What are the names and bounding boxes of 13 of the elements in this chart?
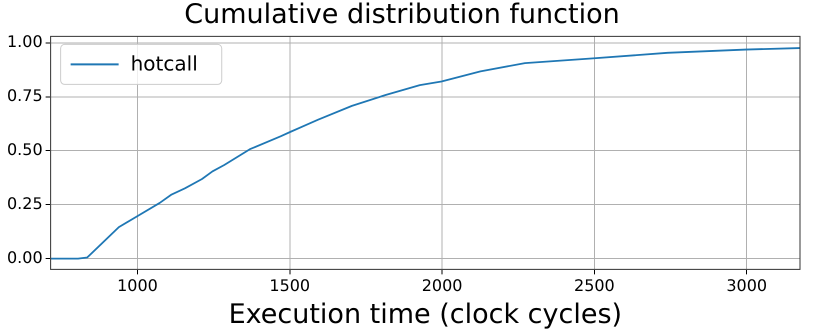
x-tick-label: 1000: [117, 276, 158, 296]
y-tick-label: 0.75: [7, 86, 43, 105]
chart-title: Cumulative distribution function: [184, 0, 620, 30]
y-tick-label: 0.50: [7, 140, 43, 159]
legend-label: hotcall: [130, 52, 198, 76]
x-tick-label: 2000: [422, 276, 462, 296]
y-tick-label: 0.00: [7, 248, 43, 267]
y-tick-label: 0.25: [7, 194, 43, 213]
x-tick-label: 2500: [574, 276, 615, 296]
y-tick-label: 1.00: [7, 32, 43, 52]
x-tick-label: 3000: [726, 276, 768, 296]
x-tick-label: 1500: [269, 276, 310, 296]
x-axis-title: Execution time (clock cycles): [228, 298, 622, 330]
